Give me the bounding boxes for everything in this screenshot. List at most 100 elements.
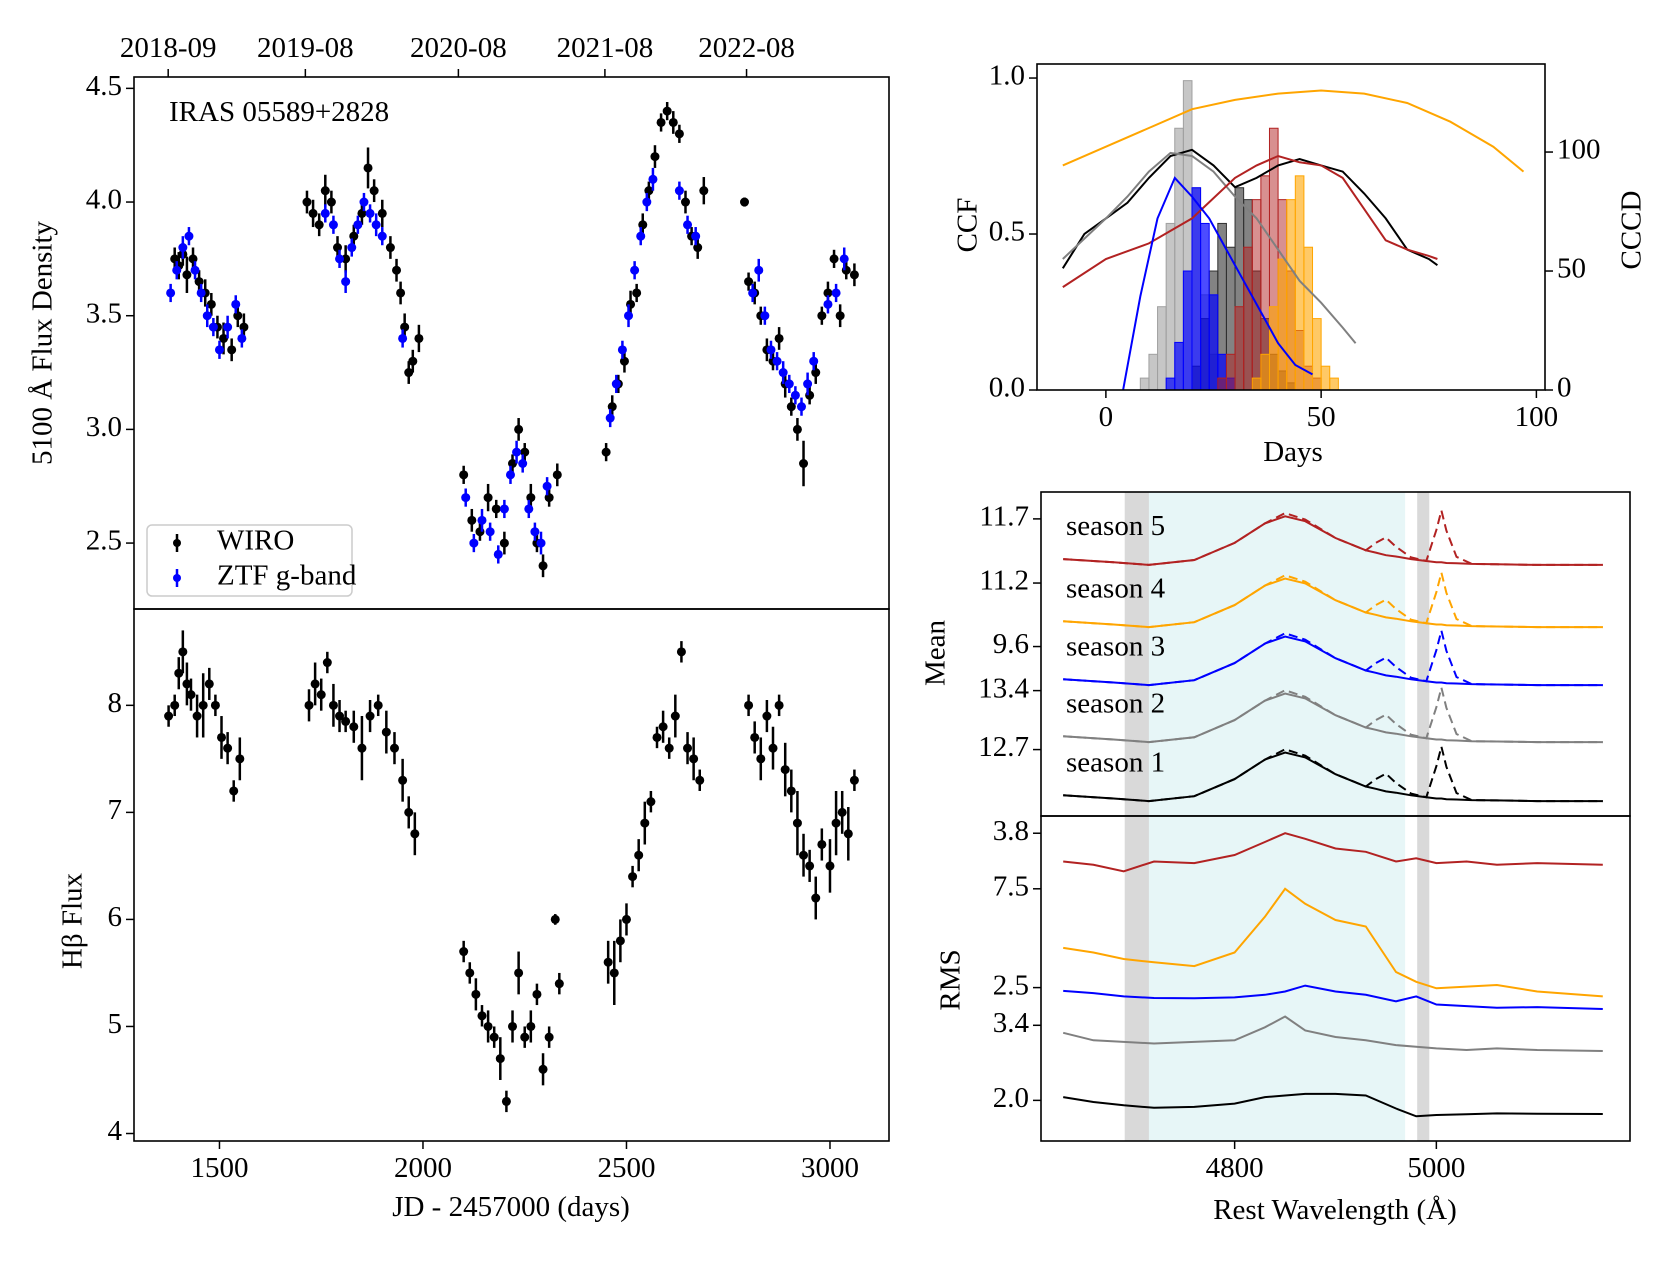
data-point [188, 254, 198, 264]
data-point [843, 829, 853, 839]
y-tick-label: 3.0 [86, 411, 122, 443]
histogram-bar [1243, 246, 1253, 390]
data-point [642, 197, 652, 207]
panel: 2.5 3.0 3.5 4.0 4.5 2018-09 2019-08 2020-08 2021… [27, 32, 890, 610]
data-point [552, 470, 562, 480]
data-point [410, 829, 420, 839]
line [1063, 887, 1603, 998]
data-point [320, 208, 330, 218]
x-axis-label: Days [1263, 436, 1323, 468]
y-tick-label: 9.6 [993, 628, 1029, 660]
data-point [693, 243, 703, 253]
axes-frame [1036, 63, 1546, 391]
plot-area [1061, 80, 1525, 390]
line [1062, 151, 1357, 344]
y2-axis-label: CCCD [1616, 191, 1648, 270]
data-point [408, 356, 418, 366]
data-point [333, 243, 343, 253]
data-point [520, 447, 530, 457]
data-point [223, 743, 233, 753]
data-point [628, 872, 638, 882]
data-point [762, 711, 772, 721]
histogram-bar [1320, 365, 1331, 390]
histogram-bar [1251, 377, 1262, 390]
histogram-bar [1174, 341, 1184, 390]
data-point [825, 861, 835, 871]
data-point [231, 299, 241, 309]
data-point [691, 231, 701, 241]
y-axis-label: 5100 Å Flux Density [27, 220, 59, 465]
histogram-bar [1217, 377, 1227, 390]
data-point [202, 311, 212, 321]
data-point [508, 458, 518, 468]
data-point [518, 458, 528, 468]
data-point [744, 700, 754, 710]
data-point [493, 549, 503, 559]
data-point [217, 732, 227, 742]
data-point [223, 322, 233, 332]
data-point [695, 775, 705, 785]
data-point [526, 1021, 536, 1031]
data-point [347, 243, 357, 253]
x-tick-label: 2000 [394, 1152, 452, 1184]
data-point [174, 668, 184, 678]
data-point [538, 561, 548, 571]
data-point [210, 700, 220, 710]
y2-tick-label: 100 [1557, 134, 1601, 166]
data-point [398, 333, 408, 343]
data-point [229, 786, 239, 796]
data-point [385, 243, 395, 253]
data-point [829, 254, 839, 264]
series-label: season 1 [1066, 746, 1165, 778]
histogram-bar [1277, 258, 1288, 390]
data-point [184, 231, 194, 241]
data-point [237, 333, 247, 343]
data-point [554, 979, 564, 989]
data-point [396, 288, 406, 298]
data-point [609, 968, 619, 978]
data-point [520, 1032, 530, 1042]
data-point [756, 754, 766, 764]
data-point [784, 379, 794, 389]
series-label: season 2 [1066, 687, 1165, 719]
legend-box [146, 524, 353, 597]
data-point [414, 333, 424, 343]
data-point [740, 197, 750, 207]
histogram-bar [1251, 199, 1262, 390]
data-point [796, 402, 806, 412]
data-point [239, 322, 249, 332]
data-point [172, 265, 182, 275]
data-point [499, 504, 509, 514]
data-point [310, 679, 320, 689]
line [1062, 1015, 1603, 1052]
y-axis-label: Mean [920, 619, 952, 686]
histogram-bar [1200, 222, 1210, 390]
data-point [465, 968, 475, 978]
data-point [178, 647, 188, 657]
y-tick-label: 1.0 [989, 60, 1025, 92]
data-point [809, 356, 819, 366]
legend-label: ZTF g-band [217, 560, 357, 592]
x-tick-label: 1500 [190, 1152, 248, 1184]
shaded-band [1148, 492, 1406, 816]
data-point [526, 493, 536, 503]
data-point [823, 288, 833, 298]
x-tick-label: 0 [1099, 401, 1114, 433]
data-point [365, 208, 375, 218]
data-point [489, 1032, 499, 1042]
data-point [328, 220, 338, 230]
data-point [656, 117, 666, 127]
data-point [214, 345, 224, 355]
data-point [668, 117, 678, 127]
line [1063, 1092, 1603, 1118]
data-point [636, 231, 646, 241]
annotation: IRAS 05589+2828 [169, 96, 389, 128]
x-axis-label: JD - 2457000 (days) [392, 1191, 630, 1223]
data-point [233, 311, 243, 321]
x-tick-label: 2500 [597, 1152, 655, 1184]
data-point [459, 947, 469, 957]
data-point [357, 208, 367, 218]
histogram-bar [1157, 306, 1167, 390]
y-tick-label: 0.5 [989, 216, 1025, 248]
